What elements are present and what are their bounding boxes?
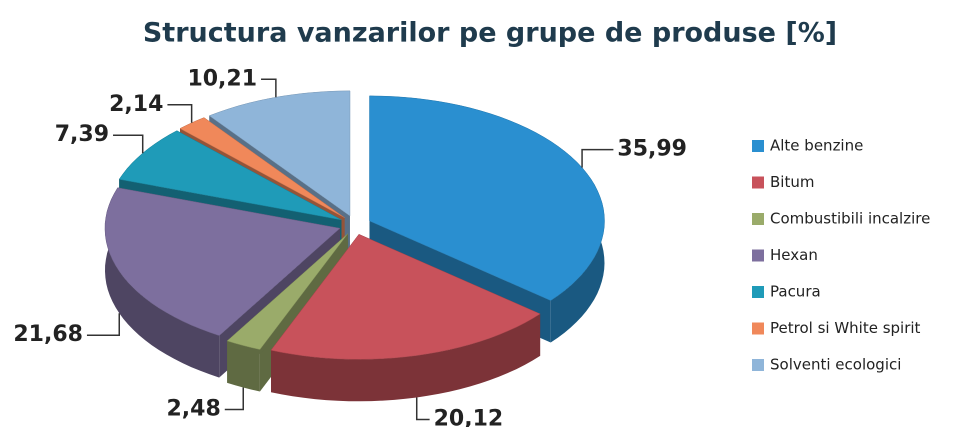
legend-swatch: [752, 176, 764, 189]
leader-line: [261, 78, 277, 98]
slice-wall: [271, 313, 541, 402]
leader-line: [86, 313, 121, 336]
legend-swatch: [752, 286, 764, 298]
legend-label: Petrol si White spirit: [770, 319, 921, 337]
slice-top: [104, 187, 341, 336]
legend-label: Hexan: [770, 246, 818, 264]
leader-line: [224, 387, 244, 411]
data-label: 10,21: [187, 66, 257, 91]
slice-top: [270, 233, 541, 360]
slice: [270, 233, 541, 402]
legend-label: Combustibili incalzire: [770, 210, 930, 228]
data-label: 35,99: [617, 137, 687, 162]
legend-swatch: [752, 213, 764, 225]
slice-top: [179, 117, 345, 218]
leader-line: [167, 104, 193, 123]
data-label: 2,48: [166, 397, 220, 422]
leader-line: [581, 148, 614, 168]
data-label: 2,14: [109, 92, 163, 117]
legend-label: Bitum: [770, 173, 814, 191]
legend-swatch: [752, 249, 764, 262]
leader-line: [113, 134, 144, 154]
data-label: 20,12: [434, 406, 504, 427]
pie: 35,99 20,12 2,48 21,68 7,392,14 10,21: [13, 66, 687, 427]
slice-wall: [105, 187, 220, 378]
chart-title: Structura vanzarilor pe grupe de produse…: [143, 18, 837, 49]
legend-label: Pacura: [770, 283, 821, 301]
legend-swatch: [752, 322, 764, 335]
legend-swatch: [752, 140, 764, 152]
legend-label: Alte benzine: [770, 137, 863, 155]
legend-swatch: [752, 359, 764, 371]
legend-label: Solventi ecologici: [770, 356, 901, 374]
slice-wall: [227, 340, 260, 392]
data-label: 21,68: [13, 322, 83, 347]
slice-top: [118, 130, 342, 221]
leader-line: [415, 397, 430, 421]
legend: Alte benzine Bitum Combustibili incalzire H…: [752, 137, 930, 374]
data-label: 7,39: [55, 122, 109, 147]
slice-top: [208, 90, 351, 217]
slice: [104, 187, 341, 378]
slice-top: [226, 233, 349, 350]
